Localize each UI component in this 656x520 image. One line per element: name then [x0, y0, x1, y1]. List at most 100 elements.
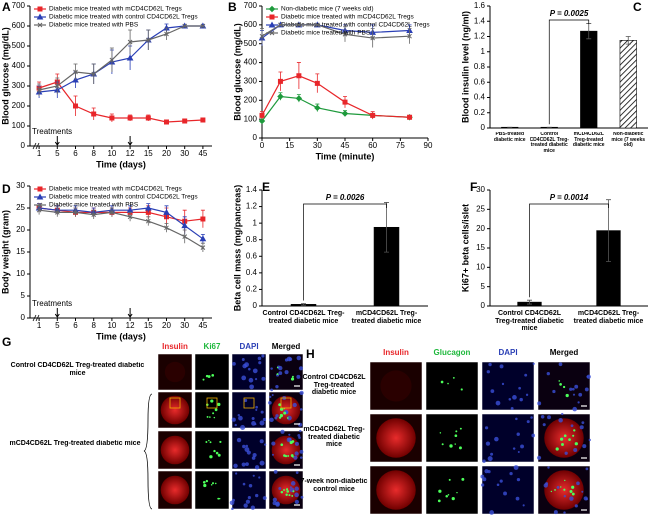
- x-tick-label: Control CD4CD62L Treg-treated diabetic m…: [495, 310, 564, 333]
- nucleus: [526, 420, 530, 424]
- marker: [54, 210, 60, 215]
- green-signal: [214, 482, 217, 485]
- nucleus: [241, 358, 245, 361]
- nucleus: [258, 476, 261, 479]
- green-signal: [280, 443, 284, 447]
- nucleus: [480, 474, 485, 479]
- marker: [145, 218, 151, 224]
- nucleus: [294, 499, 300, 505]
- green-signal: [211, 482, 215, 485]
- x-tick-label: 6: [73, 149, 78, 158]
- y-tick-label: 100: [244, 114, 258, 123]
- nucleus: [501, 382, 505, 386]
- nucleus: [516, 477, 521, 482]
- islet-signal: [380, 370, 412, 402]
- series-line: [38, 81, 203, 123]
- marker: [342, 31, 348, 37]
- x-tick-label: 30: [180, 321, 189, 330]
- nucleus: [248, 483, 253, 488]
- x-tick-label: 45: [198, 149, 207, 158]
- islet-signal: [271, 435, 301, 465]
- green-signal: [459, 427, 462, 430]
- nucleus: [574, 504, 578, 508]
- nucleus: [234, 423, 237, 427]
- legend-label: Diabetic mice treated with PBS: [49, 22, 139, 29]
- nucleus: [259, 420, 265, 426]
- marker: [259, 112, 265, 118]
- nucleus: [546, 371, 550, 376]
- y-tick-label: 0: [21, 313, 26, 322]
- legend-label: Diabetic mice treated with PBS: [281, 30, 371, 37]
- nucleus: [295, 471, 299, 474]
- y-tick-label: 1: [481, 47, 486, 56]
- roi-box: [206, 397, 218, 409]
- micrograph: [194, 470, 230, 510]
- nucleus: [553, 510, 558, 515]
- marker: [127, 115, 133, 121]
- y-tick-label: 5: [21, 291, 26, 300]
- x-tick-label: 45: [198, 321, 207, 330]
- nucleus: [547, 466, 550, 469]
- x-tick-label: 15: [285, 141, 294, 150]
- nucleus: [273, 470, 278, 474]
- x-tick-label: 12: [126, 321, 135, 330]
- green-signal: [210, 484, 213, 486]
- nucleus: [484, 426, 489, 430]
- marker: [259, 33, 265, 39]
- nucleus: [275, 414, 279, 418]
- y-tick-label: 1.2: [246, 202, 258, 211]
- nucleus: [512, 447, 516, 450]
- green-signal: [280, 490, 284, 494]
- marker: [296, 22, 302, 28]
- nucleus: [569, 496, 574, 501]
- nucleus: [255, 408, 258, 411]
- column-label: Insulin: [162, 342, 188, 351]
- series-line: [39, 207, 204, 240]
- series-line: [38, 25, 203, 91]
- x-tick-label: mCD4CD62L Treg-treated diabetic mice: [572, 132, 605, 148]
- x-tick-label-box: Control CD4CD62L Treg-treated diabetic m…: [530, 132, 569, 153]
- marker: [145, 115, 151, 121]
- nucleus: [250, 505, 256, 510]
- marker: [277, 78, 283, 84]
- marker: [145, 37, 151, 43]
- series-line: [39, 25, 203, 93]
- green-signal: [565, 393, 569, 398]
- x-axis-label: Time (days): [96, 159, 146, 169]
- green-signal: [209, 441, 212, 444]
- x-tick-label: 90: [424, 141, 433, 150]
- error-bar: [301, 303, 306, 306]
- marker: [127, 39, 133, 45]
- nucleus: [572, 393, 576, 396]
- nucleus: [278, 487, 282, 490]
- green-signal: [217, 402, 221, 407]
- marker: [91, 111, 97, 117]
- error-bar: [527, 299, 532, 305]
- nucleus: [487, 456, 493, 462]
- nucleus: [585, 467, 589, 471]
- marker: [200, 23, 206, 29]
- green-signal: [460, 388, 463, 391]
- green-signal: [564, 479, 566, 482]
- nucleus: [584, 387, 589, 392]
- nucleus: [547, 415, 551, 420]
- y-tick-label: 0: [253, 301, 258, 310]
- error-bar: [384, 202, 389, 253]
- nucleus: [486, 370, 490, 374]
- green-signal: [283, 411, 287, 415]
- green-signal: [279, 413, 284, 418]
- nucleus: [244, 362, 249, 368]
- series-line: [39, 209, 204, 249]
- marker: [182, 118, 188, 124]
- green-signal: [290, 377, 295, 381]
- marker: [407, 33, 412, 39]
- nucleus: [582, 444, 587, 449]
- nucleus: [290, 481, 296, 486]
- marker: [144, 204, 152, 211]
- nucleus: [247, 496, 251, 500]
- legend-marker: [269, 30, 275, 36]
- nucleus: [569, 387, 573, 391]
- nucleus: [255, 405, 258, 409]
- nucleus: [516, 432, 520, 436]
- green-signal: [283, 489, 285, 491]
